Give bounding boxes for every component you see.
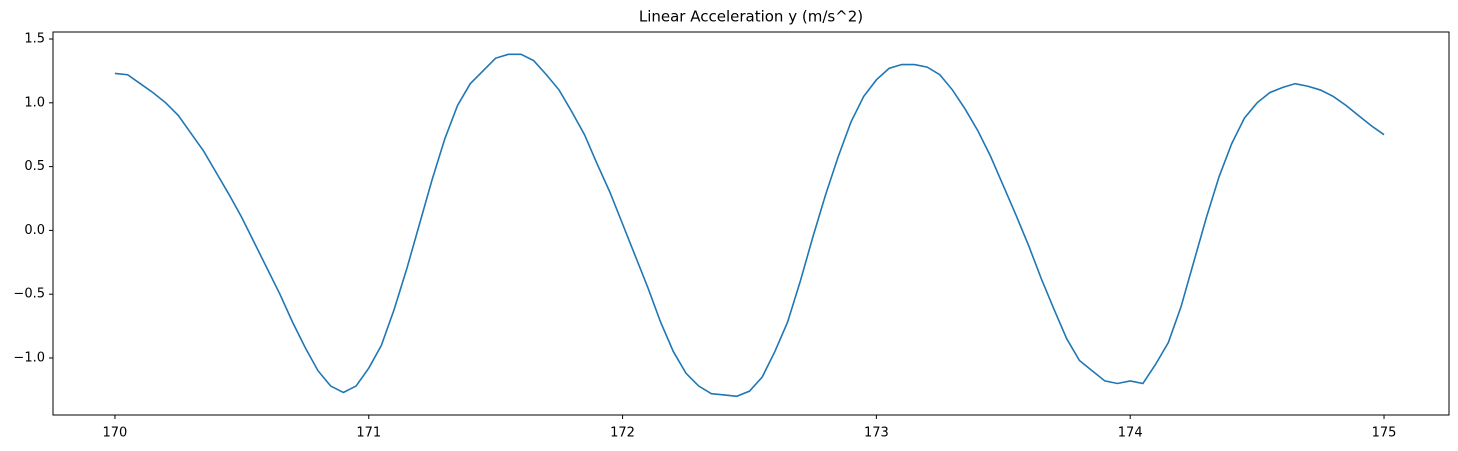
plot-frame — [52, 31, 1450, 416]
y-tick-label: 1.5 — [24, 32, 45, 47]
data-line — [114, 53, 1385, 398]
y-tick-label: −1.0 — [13, 350, 45, 365]
y-tick-label: 0.0 — [24, 223, 45, 238]
x-tick-label: 174 — [1118, 426, 1143, 441]
x-tick-label: 173 — [864, 426, 889, 441]
x-tick-label: 170 — [103, 426, 128, 441]
y-tick-label: 1.0 — [24, 95, 45, 110]
x-tick-label: 172 — [610, 426, 635, 441]
y-tick-label: −0.5 — [13, 287, 45, 302]
x-tick-label: 171 — [356, 426, 381, 441]
x-tick-label: 175 — [1372, 426, 1397, 441]
chart-title: Linear Acceleration y (m/s^2) — [639, 8, 863, 26]
y-tick-label: 0.5 — [24, 159, 45, 174]
